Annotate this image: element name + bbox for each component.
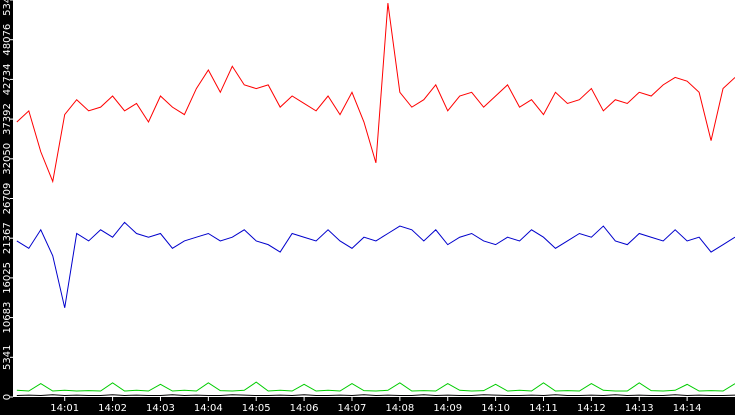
- y-tick-label: 10683: [2, 302, 13, 334]
- y-tick-label: 16025: [2, 262, 13, 294]
- x-tick-label: 14:10: [481, 403, 510, 414]
- y-tick-label: 48076: [2, 24, 13, 56]
- x-tick-label: 14:08: [385, 403, 414, 414]
- x-tick-label: 14:02: [98, 403, 127, 414]
- y-tick-label: 37392: [2, 103, 13, 135]
- y-tick-label: 53418: [2, 0, 13, 16]
- x-tick-label: 14:06: [290, 403, 319, 414]
- y-axis-strip: [0, 0, 13, 415]
- y-tick-label: 5341: [2, 345, 13, 370]
- series-line: [16, 381, 735, 392]
- y-tick-label: 26709: [2, 183, 13, 215]
- x-tick-label: 14:03: [146, 403, 175, 414]
- y-tick-label: 0: [2, 394, 13, 400]
- x-tick-label: 14:11: [529, 403, 558, 414]
- x-tick-label: 14:12: [577, 403, 606, 414]
- y-tick-label: 32050: [2, 143, 13, 175]
- x-tick-label: 14:09: [433, 403, 462, 414]
- y-tick-label: 21367: [2, 222, 13, 254]
- x-tick-label: 14:14: [673, 403, 702, 414]
- x-tick-label: 14:01: [50, 403, 79, 414]
- x-axis-strip: [0, 397, 735, 415]
- series-line: [16, 3, 735, 184]
- x-tick-label: 14:07: [338, 403, 367, 414]
- y-tick-label: 42734: [2, 63, 13, 95]
- x-tick-label: 14:04: [194, 403, 223, 414]
- series-line: [16, 221, 735, 308]
- series-line: [16, 394, 735, 397]
- x-tick-label: 14:13: [625, 403, 654, 414]
- x-tick-label: 14:05: [242, 403, 271, 414]
